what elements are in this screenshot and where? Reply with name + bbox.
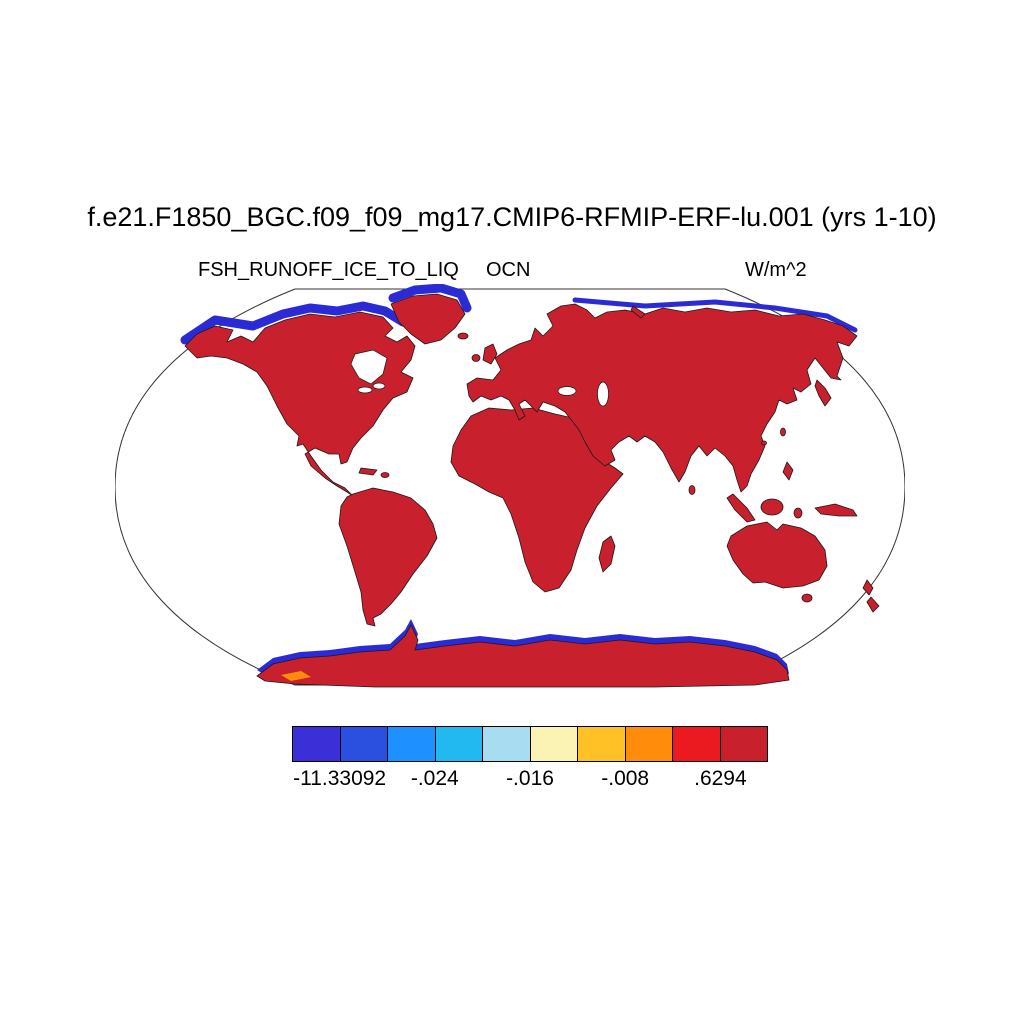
philippines bbox=[782, 461, 794, 481]
caspian-sea bbox=[597, 381, 609, 407]
new-zealand-north bbox=[862, 579, 874, 596]
new-zealand-south bbox=[866, 596, 880, 613]
great-lake-west bbox=[357, 386, 373, 394]
colorbar-cell bbox=[624, 726, 672, 762]
great-lake-east bbox=[372, 382, 386, 390]
colorbar-cell bbox=[577, 726, 625, 762]
south-america bbox=[338, 487, 438, 627]
hispaniola bbox=[380, 472, 390, 478]
new-guinea bbox=[814, 503, 858, 517]
great-britain bbox=[482, 343, 498, 365]
sri-lanka bbox=[688, 485, 696, 495]
units-label: W/m^2 bbox=[745, 259, 807, 281]
sulawesi bbox=[793, 507, 803, 519]
colorbar-cell bbox=[672, 726, 720, 762]
japan bbox=[814, 379, 832, 407]
colorbar-cell bbox=[482, 726, 530, 762]
novaya-zemlya bbox=[630, 305, 646, 319]
hainan bbox=[761, 440, 767, 446]
colorbar-cell bbox=[339, 726, 387, 762]
iceland bbox=[457, 332, 469, 340]
ireland bbox=[471, 354, 481, 362]
colorbar-tick-label: -.024 bbox=[410, 767, 459, 790]
plot-title: f.e21.F1850_BGC.f09_f09_mg17.CMIP6-RFMIP… bbox=[87, 202, 937, 232]
field-name-label: FSH_RUNOFF_ICE_TO_LIQ bbox=[198, 259, 459, 281]
colorbar-cell bbox=[529, 726, 577, 762]
colorbar-tick-label: -.008 bbox=[601, 767, 650, 790]
colorbar bbox=[292, 726, 768, 762]
borneo bbox=[760, 498, 784, 516]
colorbar-cell bbox=[719, 726, 768, 762]
australia bbox=[726, 521, 828, 589]
colorbar-tick-label: -.016 bbox=[506, 767, 554, 790]
madagascar bbox=[598, 535, 616, 573]
colorbar-tick-label: -11.33092 bbox=[293, 767, 387, 790]
taiwan bbox=[780, 427, 786, 437]
antarctic-orange-patch bbox=[281, 671, 311, 681]
inland-water bbox=[350, 349, 609, 407]
world-map-svg bbox=[115, 284, 905, 688]
black-sea bbox=[557, 386, 577, 396]
cuba bbox=[358, 467, 378, 476]
tasmania bbox=[801, 593, 813, 603]
colorbar-cell bbox=[292, 726, 340, 762]
colorbar-cell bbox=[387, 726, 435, 762]
world-map bbox=[115, 284, 905, 690]
colorbar-tick-label: .6294 bbox=[694, 767, 747, 790]
colorbar-cell bbox=[434, 726, 482, 762]
hudson-bay bbox=[350, 349, 388, 385]
eurasia bbox=[466, 303, 858, 493]
sumatra bbox=[726, 493, 756, 523]
arctic-blue-fringe bbox=[180, 284, 858, 345]
greenland bbox=[390, 293, 466, 345]
grid-name-label: OCN bbox=[486, 259, 531, 281]
